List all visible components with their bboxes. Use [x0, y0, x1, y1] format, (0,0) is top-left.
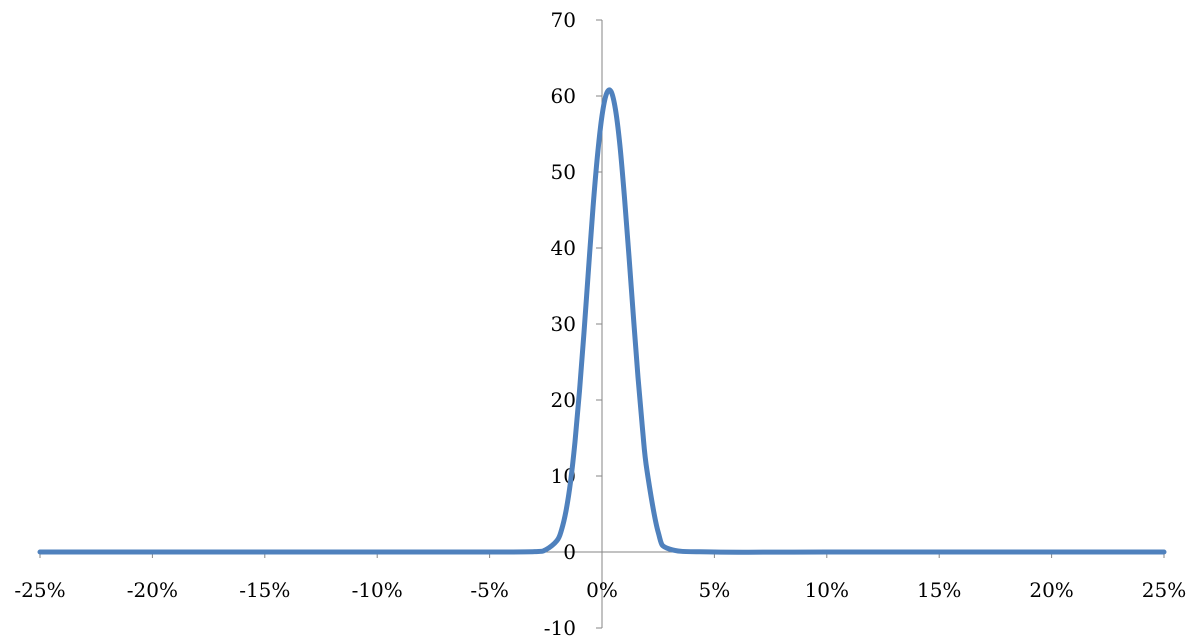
y-tick-label: 50	[551, 160, 576, 184]
x-tick-label: 0%	[586, 578, 618, 602]
x-tick-label: -25%	[14, 578, 65, 602]
x-tick-label: -5%	[470, 578, 509, 602]
x-tick-label: -10%	[352, 578, 403, 602]
y-tick-label: 0	[563, 540, 576, 564]
y-tick-label: 70	[551, 8, 576, 32]
y-tick-label: 20	[551, 388, 576, 412]
y-tick-label: 60	[551, 84, 576, 108]
series-layer	[37, 87, 1167, 555]
x-tick-label: -15%	[239, 578, 290, 602]
y-tick-label: -10	[544, 616, 576, 640]
y-tick-label: 40	[551, 236, 576, 260]
y-tick-label: 30	[551, 312, 576, 336]
x-tick-label: 25%	[1142, 578, 1186, 602]
series-line	[37, 87, 1167, 555]
x-tick-label: 20%	[1029, 578, 1073, 602]
x-tick-label: 10%	[805, 578, 849, 602]
x-tick-label: -20%	[127, 578, 178, 602]
x-tick-labels: -25% -20% -15% -10% -5% 0% 5% 10% 15% 20% 25%	[14, 578, 1186, 602]
x-tick-label: 5%	[699, 578, 731, 602]
x-tick-label: 15%	[917, 578, 961, 602]
